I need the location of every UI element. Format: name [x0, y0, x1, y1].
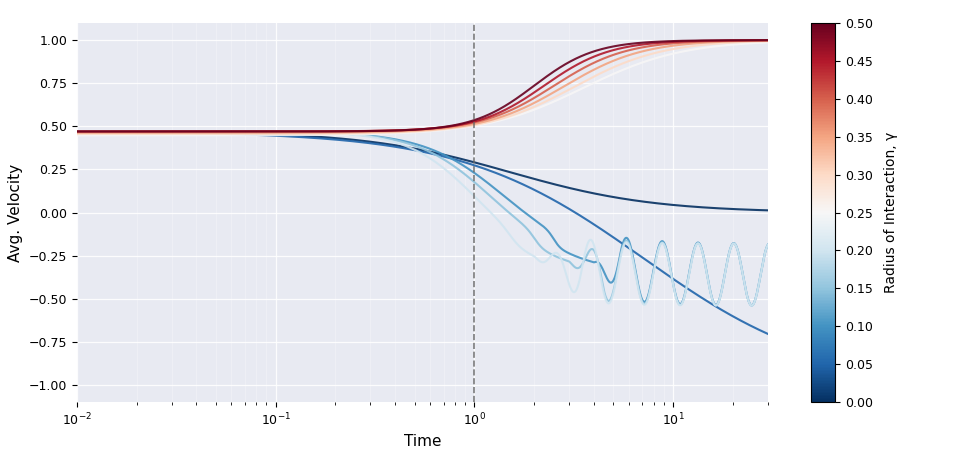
Y-axis label: Avg. Velocity: Avg. Velocity — [8, 164, 23, 261]
X-axis label: Time: Time — [403, 434, 442, 449]
Y-axis label: Radius of Interaction, γ: Radius of Interaction, γ — [884, 132, 898, 293]
